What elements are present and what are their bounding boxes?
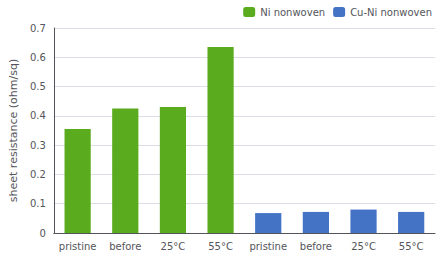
svg-text:pristine: pristine	[249, 241, 287, 252]
svg-text:0: 0	[39, 228, 45, 239]
svg-text:0.2: 0.2	[30, 169, 46, 180]
svg-text:55°C: 55°C	[208, 241, 233, 252]
svg-text:55°C: 55°C	[399, 241, 424, 252]
svg-text:before: before	[300, 241, 332, 252]
svg-text:pristine: pristine	[59, 241, 97, 252]
svg-text:0.4: 0.4	[30, 110, 46, 121]
svg-text:before: before	[109, 241, 141, 252]
svg-text:sheet resistance (ohm/sq): sheet resistance (ohm/sq)	[7, 59, 20, 202]
svg-text:Ni nonwoven: Ni nonwoven	[260, 7, 325, 18]
svg-text:25°C: 25°C	[351, 241, 376, 252]
svg-text:0.1: 0.1	[30, 198, 46, 209]
svg-text:0.6: 0.6	[30, 52, 46, 63]
svg-text:0.3: 0.3	[30, 140, 46, 151]
svg-text:0.5: 0.5	[30, 81, 46, 92]
svg-text:25°C: 25°C	[161, 241, 186, 252]
svg-text:0.7: 0.7	[30, 23, 46, 34]
svg-text:Cu-Ni nonwoven: Cu-Ni nonwoven	[350, 7, 432, 18]
